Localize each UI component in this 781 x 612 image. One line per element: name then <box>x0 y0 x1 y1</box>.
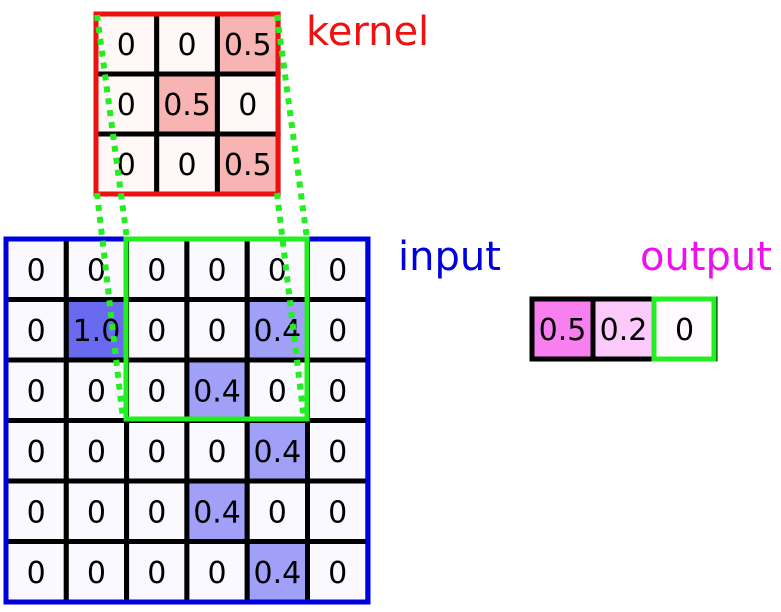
projection-line <box>274 192 307 420</box>
input-cell-value: 0 <box>328 495 347 530</box>
input-cell <box>244 236 310 302</box>
kernel-grid: 0 0 0.5 0 0.5 0 0 0 0.5 <box>93 11 281 197</box>
input-cell-value: 0 <box>328 253 347 288</box>
input-cell-value: 0.4 <box>253 556 301 591</box>
output-grid: 0.5 0.2 0 <box>529 296 718 362</box>
kernel-cell-value: 0 <box>117 148 136 183</box>
projection-line <box>274 14 310 240</box>
input-cell-value: 0 <box>328 374 347 409</box>
input-cell-value: 0.4 <box>193 374 241 409</box>
kernel-label: kernel <box>306 9 429 55</box>
input-cell-value: 0 <box>208 314 227 349</box>
input-cell-value: 0 <box>147 314 166 349</box>
input-cell-value: 0 <box>27 374 46 409</box>
input-cell-value: 0 <box>27 495 46 530</box>
input-cell-value: 0 <box>208 435 227 470</box>
input-cell-value: 1.0 <box>73 314 121 349</box>
output-cell-value: 0.5 <box>539 313 587 348</box>
input-cell-value: 0 <box>27 435 46 470</box>
output-cell-value: 0.2 <box>600 313 648 348</box>
window-highlight <box>123 236 310 422</box>
input-cell-value: 0 <box>87 556 106 591</box>
kernel-cell-value: 0 <box>117 28 136 63</box>
input-cell <box>63 478 130 544</box>
kernel-cell-value: 0.5 <box>224 148 272 183</box>
input-cell-value: 0 <box>147 253 166 288</box>
input-cell-value: 0 <box>27 253 46 288</box>
projection-line <box>94 192 126 420</box>
input-cell-value: 0.4 <box>193 495 241 530</box>
input-cell-value: 0 <box>328 314 347 349</box>
kernel-border <box>93 11 281 197</box>
input-cell <box>184 357 250 423</box>
input-cell-value: 0 <box>328 435 347 470</box>
kernel-cell-value: 0.5 <box>163 88 211 123</box>
input-cell <box>63 236 130 302</box>
kernel-cell-value: 0 <box>238 88 257 123</box>
input-cell-value: 0 <box>87 435 106 470</box>
input-cell-value: 0 <box>147 374 166 409</box>
input-cell-value: 0 <box>208 556 227 591</box>
input-cell-value: 0 <box>87 374 106 409</box>
output-cell-value: 0 <box>675 313 694 348</box>
input-cell-value: 0 <box>328 556 347 591</box>
projection-line <box>94 14 130 240</box>
kernel-cell-value: 0.5 <box>224 28 272 63</box>
input-cell <box>184 478 250 544</box>
kernel-cell <box>154 131 220 197</box>
input-cell-value: 0 <box>27 556 46 591</box>
output-current-cell <box>651 296 717 362</box>
input-cell-value: 0 <box>147 556 166 591</box>
input-cell-value: 0 <box>27 314 46 349</box>
input-cell-value: 0.4 <box>253 314 301 349</box>
input-cell <box>63 418 130 484</box>
input-cell-value: 0 <box>268 253 287 288</box>
input-cell-value: 0 <box>208 253 227 288</box>
kernel-cell-value: 0 <box>178 28 197 63</box>
input-cell-value: 0.4 <box>253 435 301 470</box>
input-label: input <box>398 234 501 280</box>
kernel-cell-value: 0 <box>178 148 197 183</box>
input-cell-value: 0 <box>268 495 287 530</box>
input-cell-value: 0 <box>147 435 166 470</box>
kernel-cell-value: 0 <box>117 88 136 123</box>
projection-lines <box>94 14 310 420</box>
input-cell-value: 0 <box>147 495 166 530</box>
output-label: output <box>640 234 772 280</box>
input-cell-value: 0 <box>87 495 106 530</box>
input-cell-value: 0 <box>87 253 106 288</box>
input-cell-value: 0 <box>268 374 287 409</box>
